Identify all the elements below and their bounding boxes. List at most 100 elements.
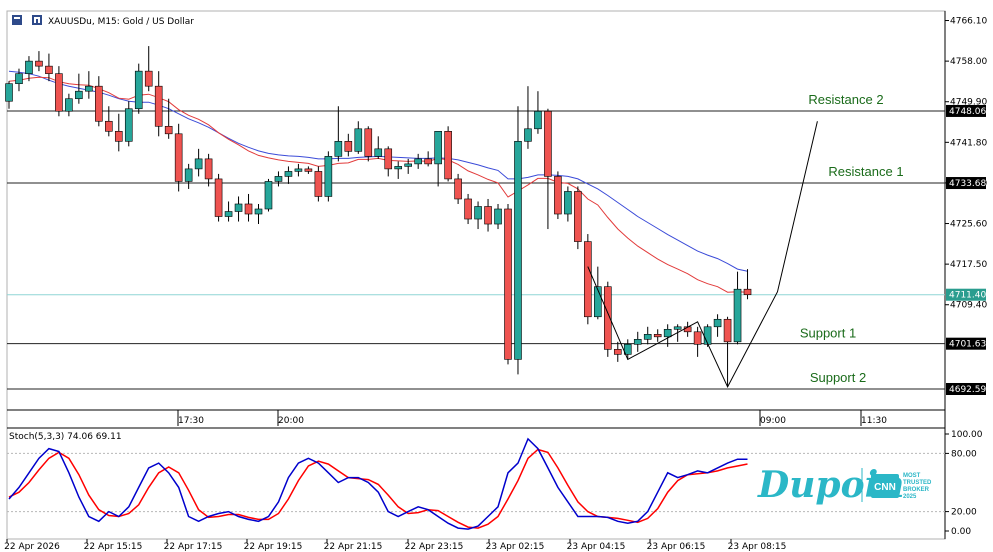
level-label-0: Resistance 2 xyxy=(808,92,883,107)
candle-body xyxy=(194,158,203,170)
price-tags: 4748.06 4733.68 4711.40 4701.63 4692.59 xyxy=(946,104,986,395)
stoch-d-line xyxy=(8,448,748,529)
candle-body xyxy=(75,90,83,100)
time-label-lower: 22 Apr 2026 xyxy=(4,542,60,552)
candle-body xyxy=(114,131,123,142)
candle-body xyxy=(244,203,253,215)
time-label-lower: 23 Apr 04:15 xyxy=(567,542,626,552)
candle-body xyxy=(334,141,343,157)
candle-body xyxy=(294,168,303,172)
candle-body xyxy=(144,70,153,87)
candle-body xyxy=(454,178,462,200)
candle-body xyxy=(254,208,263,215)
time-label-lower: 22 Apr 21:15 xyxy=(324,542,383,552)
upper-time-axis: 17:30 20:00 09:00 11:30 xyxy=(177,410,887,426)
stochastic-axis: 100.00 80.00 20.00 0.00 xyxy=(945,430,983,537)
badge-line-1: MOST xyxy=(903,473,921,479)
time-label-lower: 22 Apr 19:15 xyxy=(244,542,303,552)
candle-body xyxy=(623,344,632,355)
candle-body xyxy=(444,131,452,180)
candle-body xyxy=(663,328,672,338)
candle-body xyxy=(723,318,732,343)
stoch-label: Stoch(5,3,3) 74.06 69.11 xyxy=(9,432,122,442)
candle-body xyxy=(174,133,183,182)
candle-body xyxy=(374,148,383,157)
level-label-2: Support 1 xyxy=(800,326,856,341)
timeframe-icon-center xyxy=(36,19,38,23)
price-tag-box xyxy=(946,288,986,301)
levels-layer: Resistance 2 Resistance 1 Support 1 Support… xyxy=(7,92,945,390)
candle-body xyxy=(494,208,502,225)
time-label-upper: 20:00 xyxy=(278,416,304,426)
candle-body xyxy=(364,128,373,157)
level-label-3: Support 2 xyxy=(810,370,866,385)
badge-line-2: TRUSTED xyxy=(903,480,932,486)
time-label-lower: 22 Apr 17:15 xyxy=(164,542,223,552)
time-label-lower: 22 Apr 15:15 xyxy=(84,542,143,552)
candle-body xyxy=(15,73,23,84)
candle-body xyxy=(284,171,293,177)
time-label-lower: 22 Apr 23:15 xyxy=(405,542,464,552)
price-tick-label: 4717.50 xyxy=(950,260,987,270)
cnn-badge-icon xyxy=(871,474,899,498)
candle-body xyxy=(633,339,642,345)
candle-body xyxy=(733,288,742,343)
candle-body xyxy=(45,65,53,74)
time-label-upper: 11:30 xyxy=(861,416,887,426)
price-tag-label: 4701.63 xyxy=(949,340,986,350)
candle-body xyxy=(214,178,223,217)
candle-body xyxy=(134,70,143,110)
zigzag-projection xyxy=(587,121,818,389)
candle-body xyxy=(105,120,113,132)
main-panel-frame xyxy=(6,10,946,429)
candle-body xyxy=(534,110,542,130)
candle-body xyxy=(504,208,512,360)
candle-body xyxy=(424,158,432,165)
candle-body xyxy=(164,125,173,135)
candle-body xyxy=(55,73,63,112)
candle-body xyxy=(554,176,562,215)
dupoin-watermark: Dupoin CNN MOST TRUSTED BROKER 2025 xyxy=(757,464,932,506)
candle-body xyxy=(653,334,662,338)
candle-body xyxy=(584,241,592,318)
candle-body xyxy=(514,141,522,360)
lower-time-axis: 22 Apr 2026 22 Apr 15:15 22 Apr 17:15 22 Ap… xyxy=(4,539,786,552)
price-axis: 4766.104758.004749.904741.804733.704725.… xyxy=(945,17,987,311)
candle-body xyxy=(564,191,572,215)
stoch-tick-label: 80.00 xyxy=(951,449,977,459)
price-tick-label: 4709.40 xyxy=(950,301,987,311)
candle-body xyxy=(594,286,602,318)
candle-body xyxy=(224,211,233,217)
candle-body xyxy=(613,349,622,355)
time-label-upper: 17:30 xyxy=(178,416,204,426)
candle-body xyxy=(434,131,442,165)
candle-body xyxy=(464,198,472,220)
cnn-badge-logo: CNN xyxy=(874,482,896,493)
candle-body xyxy=(384,148,393,170)
candle-body xyxy=(95,85,103,122)
candle-body xyxy=(5,83,13,102)
stoch-tick-label: 100.00 xyxy=(951,430,983,440)
candle-body xyxy=(324,156,333,197)
price-tick-label: 4741.80 xyxy=(950,138,987,148)
time-label-lower: 23 Apr 06:15 xyxy=(647,542,706,552)
stoch-k-line xyxy=(8,437,748,530)
candle-body xyxy=(673,326,682,330)
candle-body xyxy=(184,168,193,182)
badge-line-4: 2025 xyxy=(903,494,917,500)
candle-body xyxy=(404,163,413,167)
candle-body xyxy=(264,181,273,210)
candle-body xyxy=(274,176,283,182)
candle-body xyxy=(314,171,323,197)
candle-body xyxy=(85,85,93,92)
price-tag-box xyxy=(946,177,986,190)
price-tag-box xyxy=(946,104,986,117)
candle-body xyxy=(344,141,353,152)
candle-body xyxy=(414,158,422,165)
candle-body xyxy=(65,98,73,112)
price-tag-box xyxy=(946,337,986,350)
candles xyxy=(5,46,752,387)
candle-body xyxy=(703,326,712,345)
candle-body xyxy=(354,128,363,152)
